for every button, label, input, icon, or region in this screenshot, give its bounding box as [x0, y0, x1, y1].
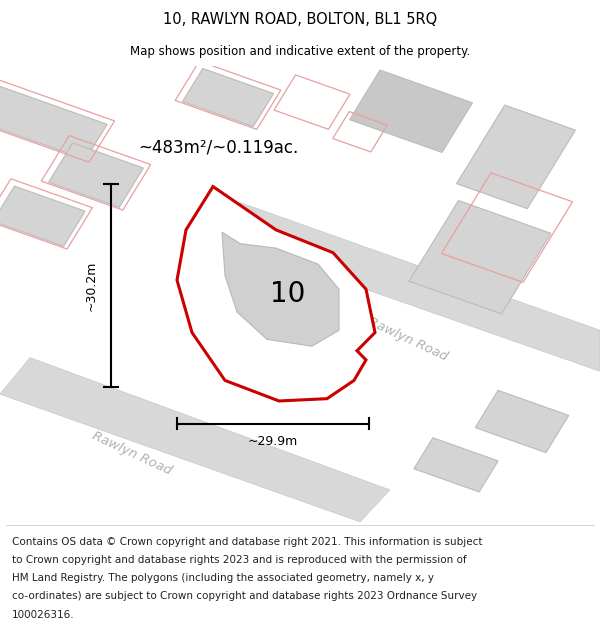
Polygon shape — [177, 186, 375, 401]
Text: ~29.9m: ~29.9m — [248, 435, 298, 448]
Text: HM Land Registry. The polygons (including the associated geometry, namely x, y: HM Land Registry. The polygons (includin… — [12, 574, 434, 584]
Text: 100026316.: 100026316. — [12, 609, 74, 619]
Polygon shape — [0, 186, 85, 246]
Polygon shape — [457, 105, 575, 209]
Polygon shape — [414, 438, 498, 492]
Text: Rawlyn Road: Rawlyn Road — [366, 315, 450, 364]
Text: ~483m²/~0.119ac.: ~483m²/~0.119ac. — [138, 139, 298, 157]
Polygon shape — [0, 86, 107, 159]
Polygon shape — [0, 357, 390, 522]
Polygon shape — [222, 202, 600, 371]
Text: 10, RAWLYN ROAD, BOLTON, BL1 5RQ: 10, RAWLYN ROAD, BOLTON, BL1 5RQ — [163, 12, 437, 27]
Polygon shape — [182, 69, 274, 127]
Text: ~30.2m: ~30.2m — [85, 261, 98, 311]
Polygon shape — [475, 391, 569, 452]
Text: Rawlyn Road: Rawlyn Road — [90, 429, 174, 478]
Text: 10: 10 — [271, 280, 305, 308]
Polygon shape — [49, 143, 143, 208]
Polygon shape — [350, 70, 472, 152]
Text: Map shows position and indicative extent of the property.: Map shows position and indicative extent… — [130, 45, 470, 58]
Polygon shape — [222, 232, 339, 346]
Text: Contains OS data © Crown copyright and database right 2021. This information is : Contains OS data © Crown copyright and d… — [12, 538, 482, 548]
Polygon shape — [409, 201, 551, 314]
Text: co-ordinates) are subject to Crown copyright and database rights 2023 Ordnance S: co-ordinates) are subject to Crown copyr… — [12, 591, 477, 601]
Text: to Crown copyright and database rights 2023 and is reproduced with the permissio: to Crown copyright and database rights 2… — [12, 556, 467, 566]
